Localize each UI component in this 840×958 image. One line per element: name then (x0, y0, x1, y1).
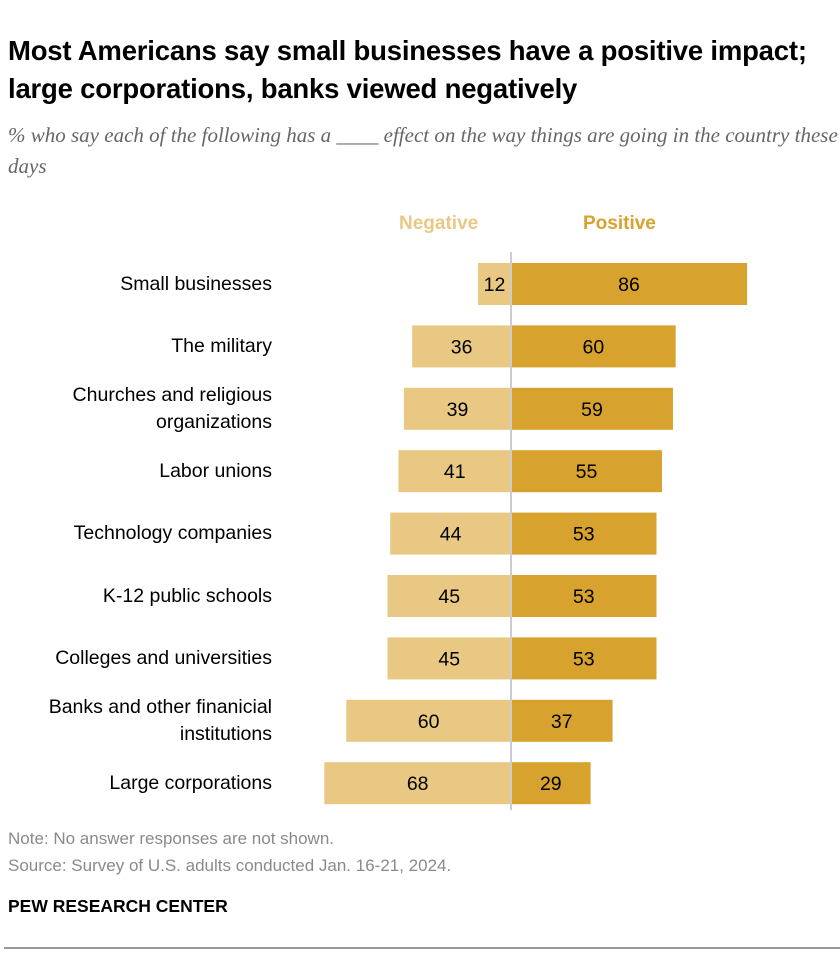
category-label: Labor unions (159, 459, 272, 482)
bar-positive (511, 325, 676, 368)
label-positive: 59 (581, 399, 603, 421)
chart-subtitle: % who say each of the following has a __… (8, 123, 838, 178)
bar-positive (511, 699, 613, 742)
bar-negative (412, 325, 511, 368)
label-negative: 39 (447, 399, 469, 421)
label-positive: 53 (573, 524, 595, 546)
bar-positive (511, 387, 673, 430)
label-negative: 45 (438, 586, 460, 608)
category-label: Small businesses (120, 272, 272, 295)
label-negative: 12 (484, 274, 506, 296)
bar-positive (511, 762, 591, 805)
label-negative: 41 (444, 461, 466, 483)
label-positive: 37 (551, 711, 573, 733)
bar-negative (398, 450, 511, 493)
label-negative: 45 (438, 648, 460, 670)
bar-negative (403, 387, 511, 430)
category-label: The military (171, 334, 272, 357)
legend-positive: Positive (583, 213, 656, 234)
bar-negative (346, 699, 511, 742)
label-positive: 60 (582, 336, 604, 358)
bar-positive (511, 263, 748, 305)
category-label: Colleges and universities (55, 646, 272, 669)
category-label: K-12 public schools (102, 584, 272, 607)
bar-positive (511, 512, 657, 555)
label-positive: 53 (573, 586, 595, 608)
bar-positive (511, 450, 662, 493)
category-label: Technology companies (73, 522, 272, 545)
category-label: Large corporations (109, 771, 272, 794)
legend-negative: Negative (399, 213, 479, 234)
label-positive: 55 (576, 461, 598, 483)
bottom-divider (4, 947, 840, 949)
label-negative: 60 (418, 711, 440, 733)
bar-positive (511, 575, 657, 617)
source: Source: Survey of U.S. adults conducted … (8, 856, 452, 875)
chart-title: Most Americans say small businesses have… (8, 35, 807, 104)
label-negative: 68 (407, 773, 429, 795)
label-negative: 36 (451, 336, 473, 358)
bar-negative (324, 762, 511, 805)
label-positive: 29 (540, 773, 562, 795)
brand-logo-text: PEW RESEARCH CENTER (8, 896, 228, 916)
label-positive: 53 (573, 648, 595, 670)
bar-negative (387, 575, 511, 617)
label-negative: 44 (440, 524, 462, 546)
category-label: Churches and religious organizations (72, 383, 272, 433)
label-positive: 86 (618, 274, 640, 296)
category-label: Banks and other finanicial institutions (48, 695, 272, 745)
bar-negative (390, 512, 511, 555)
note: Note: No answer responses are not shown. (8, 829, 335, 848)
bar-negative (478, 263, 511, 305)
bar-negative (387, 637, 511, 680)
bar-positive (511, 637, 657, 680)
